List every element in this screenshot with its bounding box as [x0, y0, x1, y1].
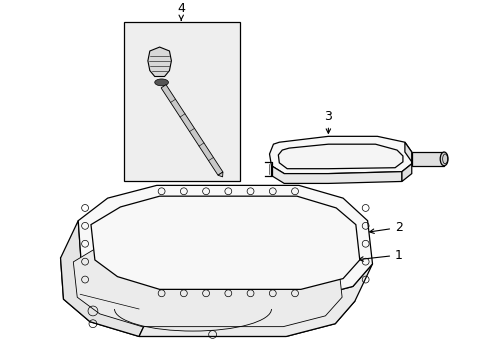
- Text: 2: 2: [369, 221, 402, 234]
- Polygon shape: [278, 144, 402, 169]
- Polygon shape: [218, 172, 223, 177]
- Bar: [124, 22, 240, 181]
- Polygon shape: [61, 221, 156, 337]
- Polygon shape: [271, 166, 401, 184]
- Text: 1: 1: [358, 248, 402, 261]
- Polygon shape: [61, 222, 354, 337]
- Text: 3: 3: [324, 109, 332, 133]
- Polygon shape: [73, 233, 342, 327]
- Polygon shape: [161, 85, 223, 175]
- Text: 4: 4: [177, 2, 185, 20]
- Polygon shape: [269, 136, 411, 174]
- Polygon shape: [78, 185, 372, 299]
- Polygon shape: [401, 142, 411, 181]
- Polygon shape: [91, 196, 359, 289]
- Ellipse shape: [439, 152, 447, 166]
- Ellipse shape: [154, 79, 168, 86]
- Polygon shape: [139, 264, 372, 337]
- Bar: [411, 152, 443, 166]
- Polygon shape: [147, 47, 171, 76]
